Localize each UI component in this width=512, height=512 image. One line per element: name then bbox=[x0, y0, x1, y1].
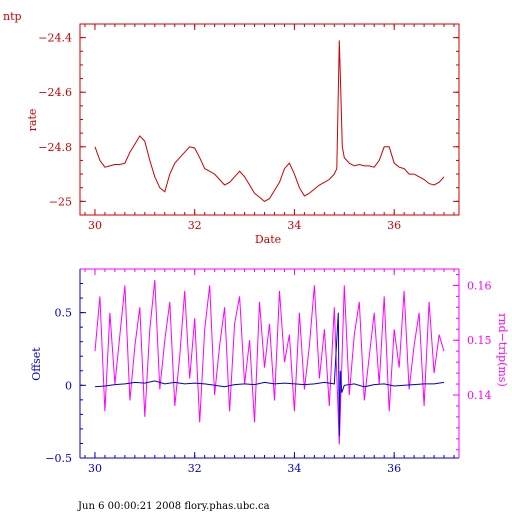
roundtrip-y-tick-label: 0.14 bbox=[467, 389, 492, 402]
roundtrip-y-tick-label: 0.16 bbox=[467, 279, 492, 292]
rate-x-tick-label: 32 bbox=[188, 219, 202, 232]
rate-y-tick-label: −25 bbox=[49, 195, 72, 208]
offset-x-tick-label: 34 bbox=[287, 462, 301, 475]
offset-x-tick-label: 32 bbox=[188, 462, 202, 475]
roundtrip-y-tick-label: 0.15 bbox=[467, 334, 492, 347]
rate-ticks bbox=[80, 24, 459, 215]
rate-plot-frame bbox=[79, 23, 460, 216]
offset-ticks bbox=[80, 268, 459, 459]
offset-y-tick-label: 0 bbox=[65, 379, 72, 392]
rate-x-tick-label: 30 bbox=[88, 219, 102, 232]
offset-y-axis-label: Offset bbox=[30, 347, 43, 381]
rate-y-tick-label: −24.4 bbox=[38, 32, 72, 45]
roundtrip-series-line bbox=[94, 279, 445, 445]
rate-y-axis-label: rate bbox=[26, 109, 39, 132]
offset-series-line bbox=[94, 312, 445, 437]
offset-y-tick-label: −0.5 bbox=[45, 452, 72, 465]
rate-x-tick-label: 36 bbox=[387, 219, 401, 232]
footer-timestamp: Jun 6 00:00:21 2008 flory.phas.ubc.ca bbox=[77, 501, 270, 512]
roundtrip-y-axis-label: rnd−trip(ms) bbox=[496, 313, 509, 387]
rate-y-tick-label: −24.8 bbox=[38, 141, 72, 154]
offset-y-tick-label: 0.5 bbox=[55, 307, 73, 320]
rate-chart: ntp 30 32 34 36 −24.4 −24.6 −24.8 −25 Date rate bbox=[3, 10, 460, 246]
rate-tick-labels: 30 32 34 36 −24.4 −24.6 −24.8 −25 bbox=[38, 32, 401, 232]
rate-y-tick-label: −24.6 bbox=[38, 86, 72, 99]
offset-chart: 30 32 34 36 0.5 0 −0.5 0.16 0.15 0.14 Offset rnd−… bbox=[30, 268, 509, 475]
offset-x-tick-label: 36 bbox=[387, 462, 401, 475]
offset-tick-labels: 30 32 34 36 0.5 0 −0.5 0.16 0.15 0.14 bbox=[45, 279, 491, 475]
rate-x-tick-label: 34 bbox=[287, 219, 301, 232]
rate-series-line bbox=[94, 40, 445, 203]
offset-x-tick-label: 30 bbox=[88, 462, 102, 475]
corner-label: ntp bbox=[3, 10, 22, 23]
rate-x-axis-label: Date bbox=[255, 233, 281, 246]
